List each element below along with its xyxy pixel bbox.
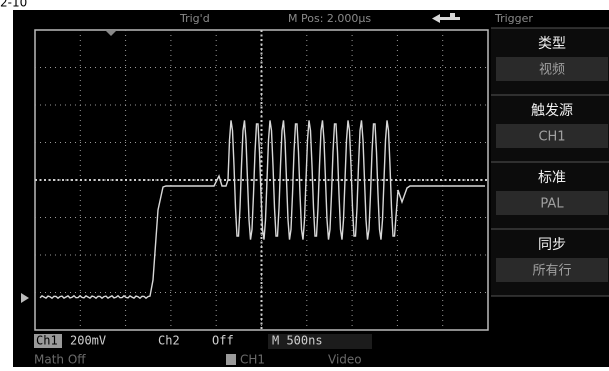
trigger-source: CH1 (240, 353, 265, 367)
menu-value: 所有行 (532, 264, 571, 279)
position: M Pos: 2.000µs (288, 12, 371, 25)
menu-value-box (496, 191, 608, 215)
ch2-label: Ch2 (158, 334, 180, 348)
trigger-pos-marker (106, 31, 116, 36)
menu-value-box (496, 124, 608, 148)
ch1-badge (34, 334, 62, 348)
timebase-box (268, 334, 372, 349)
math-state: Math Off (34, 353, 86, 367)
menu-value: 视频 (539, 63, 565, 78)
menu-label: 标准 (538, 170, 566, 186)
menu-value-box (496, 57, 608, 81)
usb-icon (432, 13, 460, 23)
ch1-scale: 200mV (70, 334, 106, 348)
menu-title: Trigger (494, 12, 533, 25)
menu-label: 触发源 (531, 103, 573, 119)
menu-label: 类型 (538, 36, 566, 52)
menu-value: PAL (540, 197, 564, 212)
ch2-state: Off (212, 334, 234, 348)
channel-marker: 1 (13, 295, 19, 305)
menu-label: 同步 (538, 237, 566, 253)
channel-marker-arrow (21, 293, 29, 303)
ch1-label: Ch1 (36, 334, 58, 348)
menu-value: CH1 (538, 130, 565, 145)
waveform (39, 120, 485, 300)
trigger-type: Video (328, 353, 362, 367)
menu-value-box (496, 258, 608, 282)
trigger-status: Trig'd (179, 12, 210, 25)
trigger-icon (226, 354, 236, 365)
caption: 2-10 (0, 0, 27, 10)
timebase: M 500ns (272, 334, 323, 348)
